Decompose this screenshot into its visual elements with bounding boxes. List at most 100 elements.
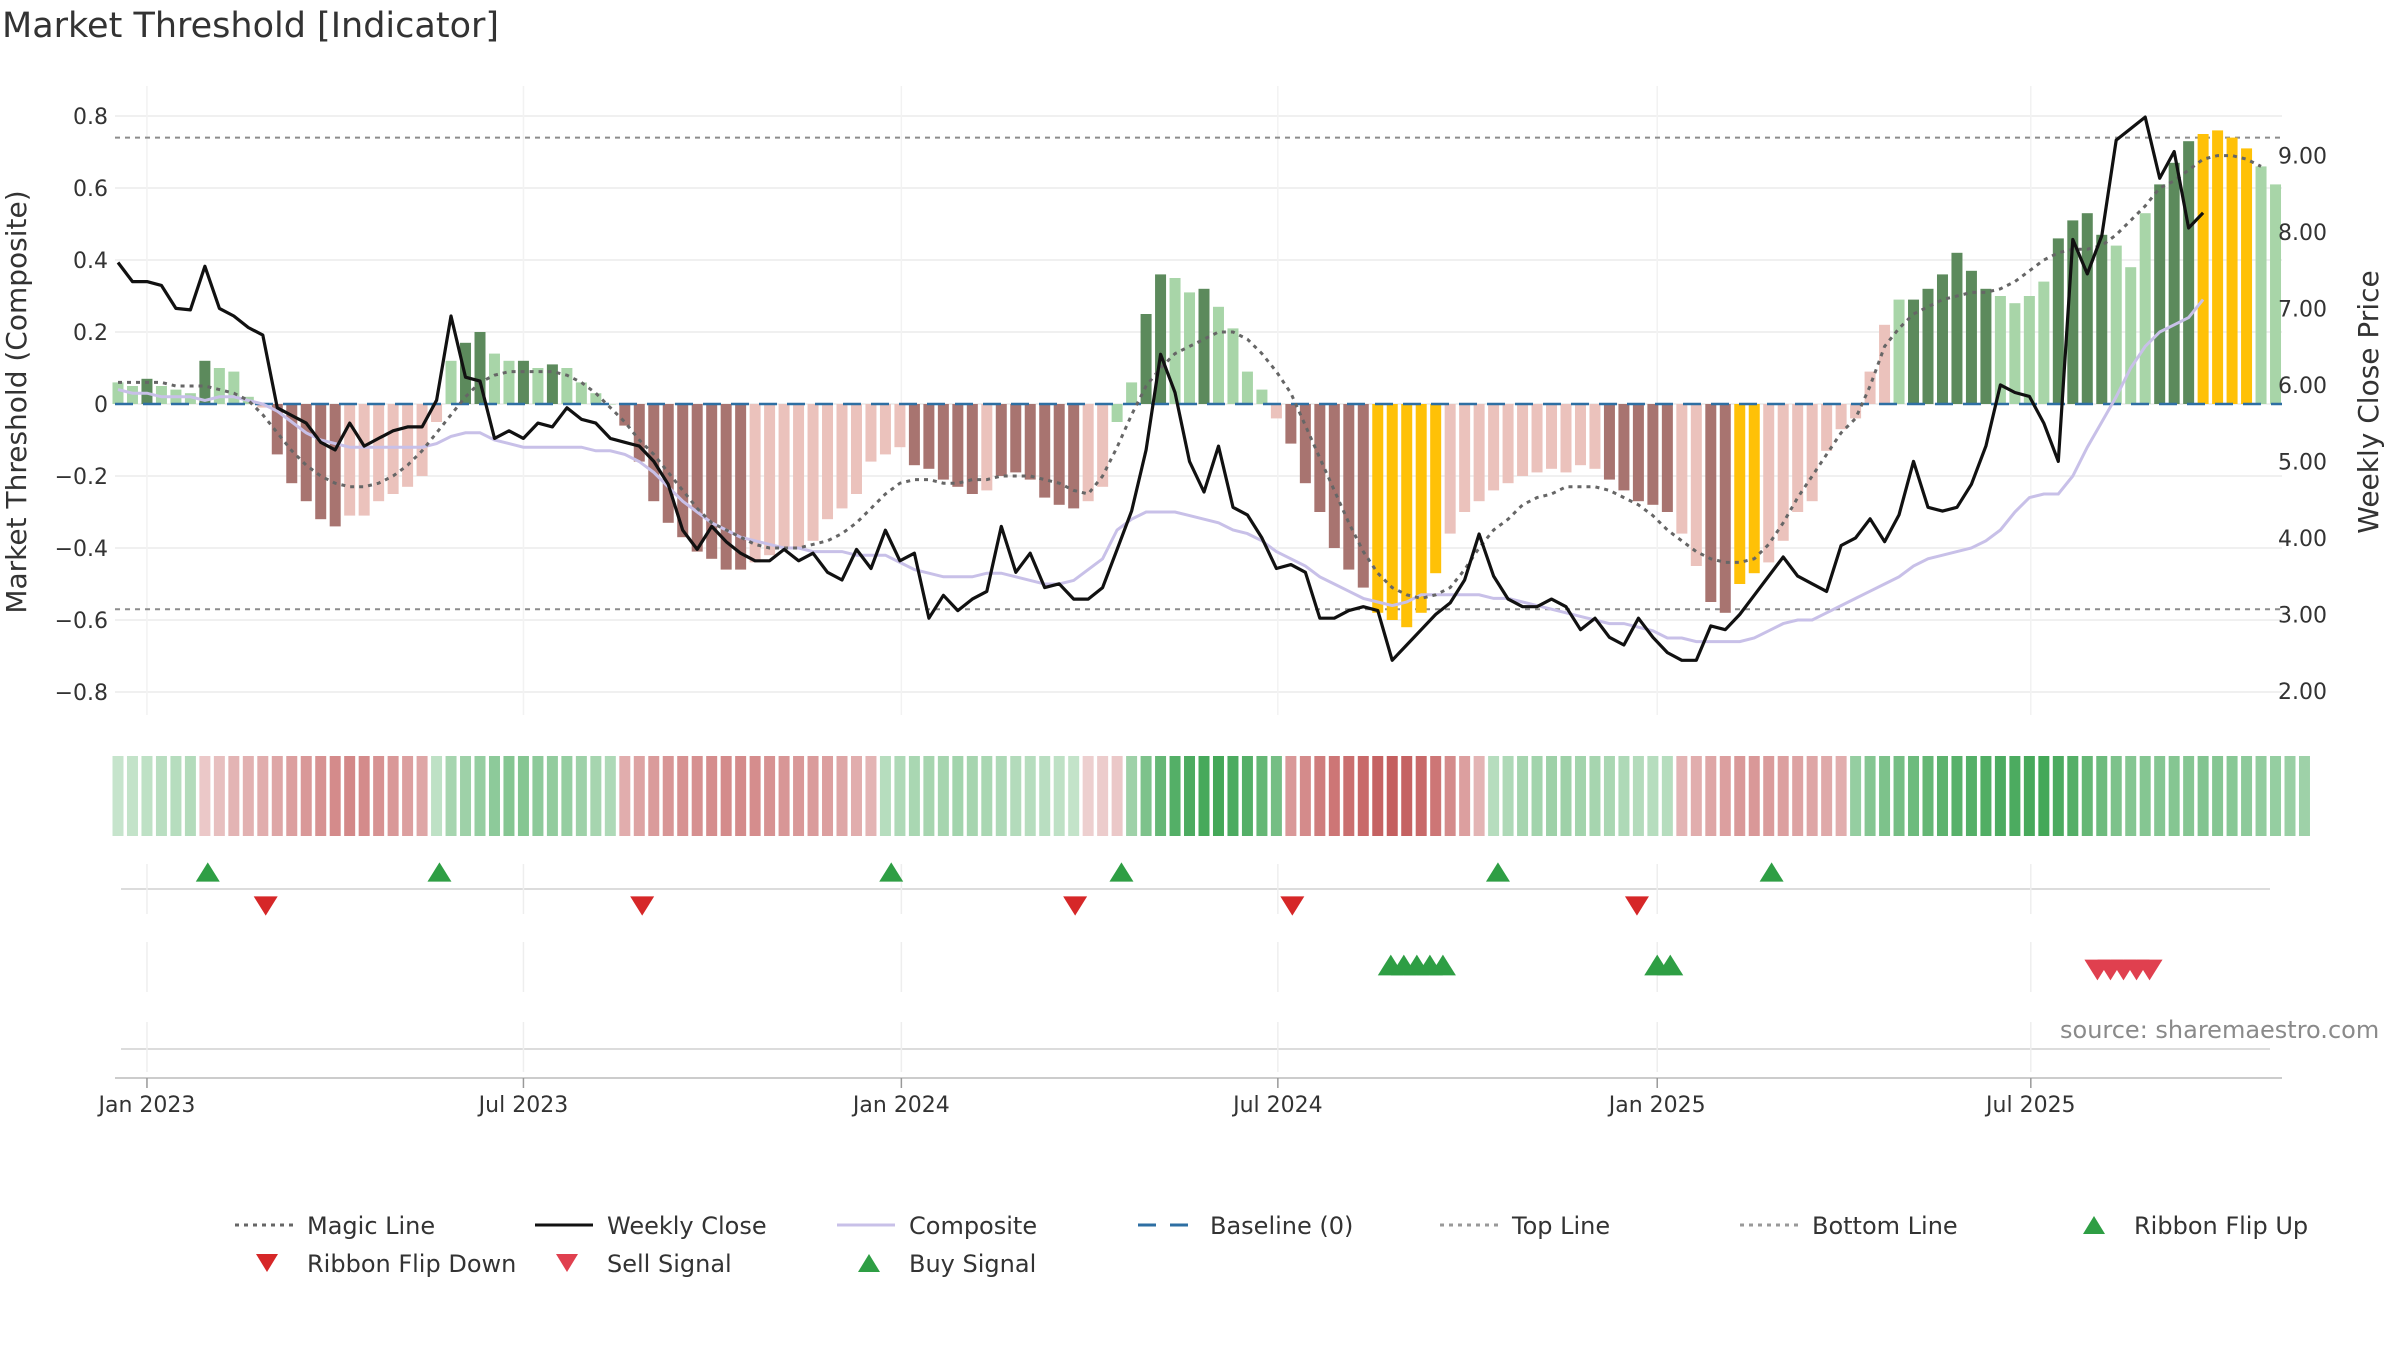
ribbon-cell — [2009, 756, 2021, 836]
ribbon-cell — [1169, 756, 1181, 836]
composite-bar — [1893, 299, 1905, 404]
composite-bar — [1053, 404, 1065, 505]
ribbon-flip-down-marker — [1280, 896, 1305, 916]
composite-bar — [1517, 404, 1529, 476]
composite-bar — [1763, 404, 1775, 563]
composite-bar — [546, 364, 558, 404]
ribbon-cell — [1908, 756, 1920, 836]
composite-bar — [604, 404, 616, 405]
composite-bar — [952, 404, 964, 487]
composite-bar — [1082, 404, 1094, 502]
left-tick-label: 0.4 — [73, 249, 108, 274]
ribbon-cell — [865, 756, 877, 836]
composite-bar — [1111, 404, 1123, 422]
signal-panels — [121, 862, 2270, 1072]
ribbon-cell — [1140, 756, 1152, 836]
composite-bar — [532, 368, 544, 404]
composite-bar — [1560, 404, 1572, 473]
ribbon-cell — [952, 756, 964, 836]
x-tick-label: Jan 2023 — [97, 1093, 196, 1118]
composite-bar — [1574, 404, 1586, 466]
ribbon-cell — [1763, 756, 1775, 836]
composite-bar — [445, 360, 457, 404]
composite-bar — [1980, 288, 1992, 404]
ribbon-cell — [2241, 756, 2253, 836]
ribbon-cell — [981, 756, 993, 836]
ribbon-cell — [1661, 756, 1673, 836]
ribbon-cell — [1951, 756, 1963, 836]
composite-bar — [1459, 404, 1471, 512]
composite-bar — [894, 404, 906, 448]
composite-bar — [2197, 134, 2209, 404]
ribbon-cell — [648, 756, 660, 836]
chart-title: Market Threshold [Indicator] — [2, 6, 500, 46]
ribbon-cell — [1777, 756, 1789, 836]
legend: Magic Line Weekly Close Composite Baseline … — [235, 1212, 2308, 1278]
composite-bar — [981, 404, 993, 491]
ribbon-cell — [1082, 756, 1094, 836]
right-tick-label: 8.00 — [2278, 221, 2327, 246]
legend-item: Baseline (0) — [1138, 1212, 1353, 1240]
composite-bar — [662, 404, 674, 523]
source-note: source: sharemaestro.com — [2060, 1016, 2380, 1044]
ribbon-cell — [315, 756, 327, 836]
ribbon-cell — [503, 756, 515, 836]
legend-label: Buy Signal — [909, 1250, 1036, 1278]
ribbon-cell — [2183, 756, 2195, 836]
ribbon-flip-up-marker — [427, 862, 452, 882]
ribbon-cell — [706, 756, 718, 836]
ribbon-cell — [1893, 756, 1905, 836]
ribbon-cell — [1994, 756, 2006, 836]
ribbon-cell — [1647, 756, 1659, 836]
right-tick-label: 7.00 — [2278, 297, 2327, 322]
composite-bar — [836, 404, 848, 509]
composite-bar — [778, 404, 790, 548]
composite-bars — [112, 130, 2282, 628]
ribbon-cell — [199, 756, 211, 836]
ribbon-cell — [836, 756, 848, 836]
composite-bar — [402, 404, 414, 487]
ribbon-cell — [1227, 756, 1239, 836]
ribbon-cell — [735, 756, 747, 836]
composite-bar — [561, 368, 573, 404]
composite-bar — [966, 404, 978, 494]
left-tick-label: −0.2 — [55, 465, 108, 490]
x-tick-label: Jul 2023 — [477, 1093, 569, 1118]
composite-bar — [1719, 404, 1731, 613]
composite-bar — [2009, 303, 2021, 404]
composite-bar — [257, 404, 269, 408]
composite-bar — [1401, 404, 1413, 628]
composite-bar — [271, 404, 283, 455]
ribbon-cell — [358, 756, 370, 836]
x-tick-label: Jul 2025 — [1984, 1093, 2076, 1118]
x-tick-label: Jan 2024 — [851, 1093, 950, 1118]
legend-label: Weekly Close — [607, 1212, 767, 1240]
composite-bar — [1908, 299, 1920, 404]
ribbon-cell — [1256, 756, 1268, 836]
composite-bar — [879, 404, 891, 455]
ribbon-cell — [1835, 756, 1847, 836]
composite-bar — [1546, 404, 1558, 469]
legend-item: Bottom Line — [1740, 1212, 1958, 1240]
composite-bar — [2096, 234, 2108, 404]
ribbon-cell — [1343, 756, 1355, 836]
composite-bar — [1285, 404, 1297, 444]
ribbon-cell — [1864, 756, 1876, 836]
legend-item: Ribbon Flip Up — [2083, 1212, 2308, 1240]
ribbon-cell — [633, 756, 645, 836]
ribbon-cell — [1126, 756, 1138, 836]
composite-bar — [764, 404, 776, 556]
composite-bar — [1951, 252, 1963, 404]
composite-bar — [1299, 404, 1311, 484]
ribbon-cell — [1502, 756, 1514, 836]
ribbon-cell — [1328, 756, 1340, 836]
composite-bar — [1879, 324, 1891, 404]
ribbon-cell — [561, 756, 573, 836]
ribbon-cell — [2110, 756, 2122, 836]
ribbon-flip-up-marker — [1759, 862, 1784, 882]
ribbon-cell — [1444, 756, 1456, 836]
ribbon-cell — [691, 756, 703, 836]
composite-bar — [1343, 404, 1355, 570]
composite-bar — [1821, 404, 1833, 451]
ribbon-cell — [720, 756, 732, 836]
